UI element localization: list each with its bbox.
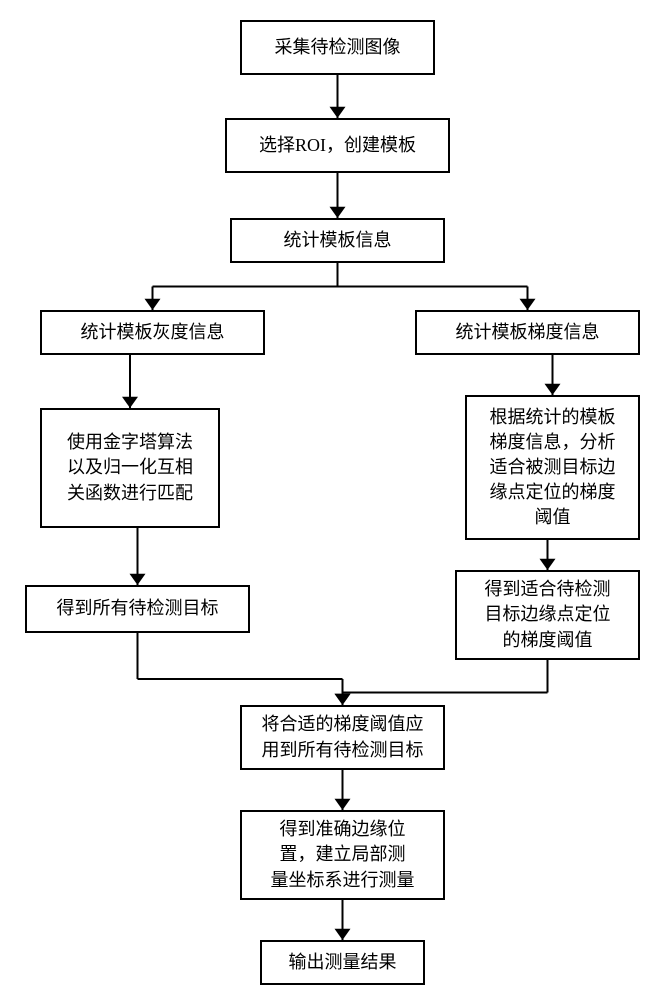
flowchart-node: 得到适合待检测 目标边缘点定位 的梯度阈值 xyxy=(455,570,640,660)
node-label: 使用金字塔算法 以及归一化互相 关函数进行匹配 xyxy=(67,430,193,506)
flowchart-node: 统计模板信息 xyxy=(230,218,445,263)
node-label: 得到所有待检测目标 xyxy=(57,596,219,621)
flowchart-node: 统计模板灰度信息 xyxy=(40,310,265,355)
node-label: 统计模板信息 xyxy=(284,228,392,253)
flowchart-node: 统计模板梯度信息 xyxy=(415,310,640,355)
flowchart-node: 输出测量结果 xyxy=(260,940,425,985)
flowchart-node: 选择ROI，创建模板 xyxy=(225,118,450,173)
node-label: 将合适的梯度阈值应 用到所有待检测目标 xyxy=(262,712,424,762)
flowchart-node: 根据统计的模板 梯度信息，分析 适合被测目标边 缘点定位的梯度 阈值 xyxy=(465,395,640,540)
node-label: 统计模板灰度信息 xyxy=(81,320,225,345)
flowchart-node: 得到所有待检测目标 xyxy=(25,585,250,633)
node-label: 得到准确边缘位 置，建立局部测 量坐标系进行测量 xyxy=(271,817,415,893)
node-label: 得到适合待检测 目标边缘点定位 的梯度阈值 xyxy=(485,577,611,653)
flowchart-node: 采集待检测图像 xyxy=(240,20,435,75)
node-label: 根据统计的模板 梯度信息，分析 适合被测目标边 缘点定位的梯度 阈值 xyxy=(490,405,616,531)
node-label: 输出测量结果 xyxy=(289,950,397,975)
flowchart-canvas: 采集待检测图像选择ROI，创建模板统计模板信息统计模板灰度信息 统计模板梯度信息使… xyxy=(0,0,671,1000)
node-label: 统计模板梯度信息 xyxy=(456,320,600,345)
flowchart-node: 得到准确边缘位 置，建立局部测 量坐标系进行测量 xyxy=(240,810,445,900)
node-label: 选择ROI，创建模板 xyxy=(259,133,416,158)
flowchart-node: 将合适的梯度阈值应 用到所有待检测目标 xyxy=(240,705,445,770)
flowchart-node: 使用金字塔算法 以及归一化互相 关函数进行匹配 xyxy=(40,408,220,528)
node-label: 采集待检测图像 xyxy=(275,35,401,60)
